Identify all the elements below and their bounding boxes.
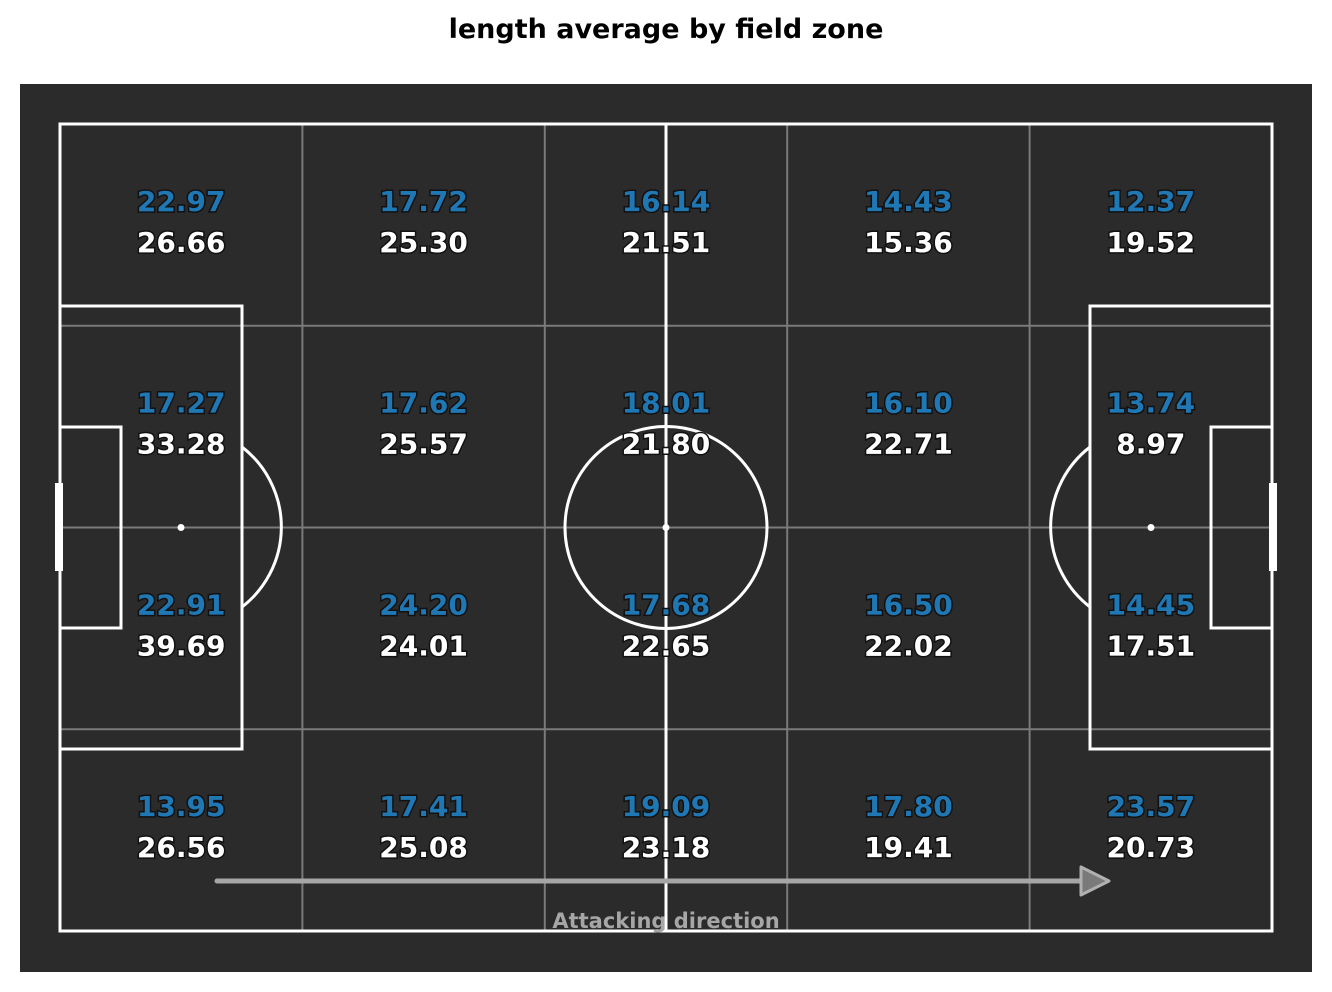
right-goal bbox=[1269, 483, 1277, 571]
zone-value-top: 13.95 bbox=[137, 790, 226, 823]
arrow-head bbox=[1079, 865, 1111, 897]
zone-value-top: 14.43 bbox=[864, 185, 953, 218]
zone-value-bottom: 21.80 bbox=[622, 428, 711, 461]
zone-value-bottom: 25.30 bbox=[379, 226, 468, 259]
zone-value-top: 16.50 bbox=[864, 588, 953, 621]
zone-value-top: 17.27 bbox=[137, 387, 226, 420]
zone-value-top: 16.10 bbox=[864, 387, 953, 420]
zone-value-top: 14.45 bbox=[1107, 588, 1196, 621]
zone-value-top: 19.09 bbox=[622, 790, 711, 823]
zone-value-bottom: 22.71 bbox=[864, 428, 953, 461]
zone-value-bottom: 33.28 bbox=[137, 428, 226, 461]
zone-value-top: 18.01 bbox=[622, 387, 711, 420]
zone-value-bottom: 15.36 bbox=[864, 226, 953, 259]
left-penalty-arc bbox=[241, 445, 283, 609]
zone-value-top: 12.37 bbox=[1107, 185, 1196, 218]
center-spot bbox=[662, 524, 670, 531]
attacking-direction-label: Attacking direction bbox=[552, 909, 779, 933]
zone-value-top: 17.80 bbox=[864, 790, 953, 823]
zone-value-top: 24.20 bbox=[379, 588, 468, 621]
zone-value-bottom: 25.57 bbox=[379, 428, 468, 461]
left-goal bbox=[55, 483, 63, 571]
zone-value-bottom: 21.51 bbox=[622, 226, 711, 259]
zone-value-bottom: 26.56 bbox=[137, 831, 226, 864]
zone-value-bottom: 8.97 bbox=[1116, 428, 1185, 461]
zone-value-top: 22.97 bbox=[137, 185, 226, 218]
zone-value-top: 17.72 bbox=[379, 185, 468, 218]
right-penalty-spot bbox=[1147, 524, 1155, 531]
zone-value-bottom: 22.65 bbox=[622, 629, 711, 662]
left-penalty-spot bbox=[177, 524, 185, 531]
zone-value-top: 22.91 bbox=[137, 588, 226, 621]
zone-value-bottom: 26.66 bbox=[137, 226, 226, 259]
zone-value-top: 13.74 bbox=[1107, 387, 1196, 420]
pitch-markings bbox=[55, 122, 1277, 933]
zone-value-bottom: 19.41 bbox=[864, 831, 953, 864]
zone-value-bottom: 20.73 bbox=[1107, 831, 1196, 864]
zone-value-top: 23.57 bbox=[1107, 790, 1196, 823]
zone-value-bottom: 17.51 bbox=[1107, 629, 1196, 662]
zone-value-top: 17.68 bbox=[622, 588, 711, 621]
value-labels: 22.97 26.66 17.72 25.30 16.14 21.51 14.43 15.36… bbox=[135, 183, 1196, 865]
center-circle bbox=[563, 425, 769, 630]
zone-value-top: 17.41 bbox=[379, 790, 468, 823]
zone-value-bottom: 24.01 bbox=[379, 629, 468, 662]
zone-value-bottom: 39.69 bbox=[137, 629, 226, 662]
attacking-direction-arrow: Attacking direction bbox=[214, 865, 1111, 933]
zone-value-top: 16.14 bbox=[622, 185, 711, 218]
zone-value-bottom: 23.18 bbox=[622, 831, 711, 864]
chart-title: length average by field zone bbox=[448, 14, 884, 45]
zone-value-bottom: 22.02 bbox=[864, 629, 953, 662]
right-penalty-arc bbox=[1049, 445, 1091, 609]
zone-value-bottom: 25.08 bbox=[379, 831, 468, 864]
zone-value-top: 17.62 bbox=[379, 387, 468, 420]
zone-value-bottom: 19.52 bbox=[1107, 226, 1196, 259]
